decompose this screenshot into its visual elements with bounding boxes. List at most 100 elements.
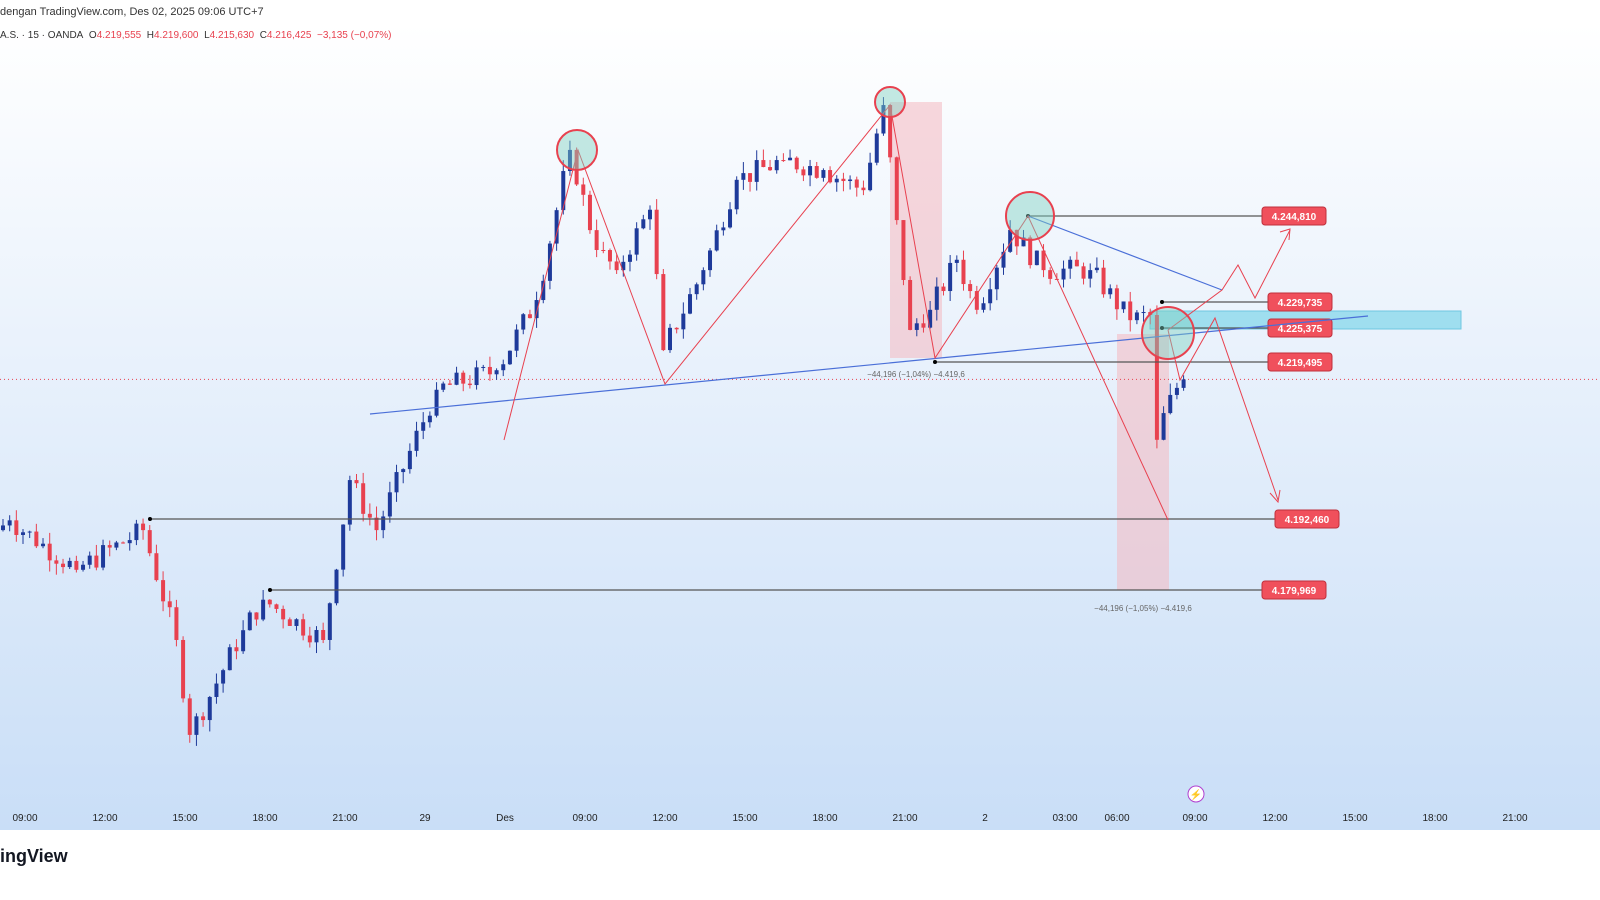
candle [567, 149, 572, 172]
candle [1141, 312, 1146, 314]
candle [47, 543, 52, 561]
candle [928, 309, 933, 328]
x-tick-label: 21:00 [1502, 813, 1527, 824]
candle [334, 569, 339, 604]
candle [7, 520, 12, 526]
x-tick-label: 21:00 [332, 813, 357, 824]
candle [981, 303, 986, 310]
candle [894, 157, 899, 221]
level-anchor [268, 588, 272, 592]
x-tick-label: 18:00 [252, 813, 277, 824]
candle [647, 209, 652, 220]
candle [27, 531, 32, 533]
x-tick-label: 18:00 [812, 813, 837, 824]
candle [221, 670, 226, 684]
candle [587, 194, 592, 231]
candle [994, 267, 999, 290]
candle [214, 683, 219, 697]
candle [1028, 237, 1033, 266]
candle [534, 300, 539, 319]
candle [161, 580, 166, 602]
highlight-circle [1005, 191, 1055, 241]
chart-background [0, 24, 1600, 830]
candle [234, 647, 239, 652]
candle [427, 415, 432, 423]
candle [434, 389, 439, 416]
candle [561, 171, 566, 211]
candle [701, 270, 706, 285]
x-tick-label: 06:00 [1104, 813, 1129, 824]
candle [814, 166, 819, 178]
candle [721, 227, 726, 231]
candle [34, 531, 39, 547]
x-tick-label: 03:00 [1052, 813, 1077, 824]
candle [1008, 229, 1013, 252]
price-label: 4.229,735 [1278, 298, 1323, 309]
candle [294, 619, 299, 626]
candle [81, 564, 86, 570]
candle [1168, 394, 1173, 414]
candle [754, 160, 759, 182]
candle [507, 350, 512, 365]
candle [501, 364, 506, 371]
close-value: 4.216,425 [266, 30, 312, 41]
open-label: O [88, 30, 97, 41]
candle [1074, 259, 1079, 267]
price-label-box [1267, 318, 1333, 338]
candle [261, 599, 266, 620]
candle [914, 323, 919, 330]
candle [868, 162, 873, 191]
candle [901, 220, 906, 280]
candle [621, 261, 626, 271]
candle [421, 422, 426, 431]
x-tick-label: 29 [419, 813, 431, 824]
candle [1021, 237, 1026, 247]
candle [668, 327, 672, 351]
candle [854, 179, 859, 188]
level-anchor [148, 517, 152, 521]
candle [514, 329, 519, 351]
x-tick-label: 15:00 [732, 813, 757, 824]
candle [207, 696, 212, 721]
symbol-label[interactable]: A.S. · 15 · OANDA [0, 30, 84, 41]
candle [387, 492, 392, 517]
candle [581, 184, 586, 195]
candle [761, 160, 766, 168]
x-tick-label: 12:00 [652, 813, 677, 824]
candle [354, 480, 359, 484]
price-chart[interactable]: 4.244,810 4.229,735 4.225,375 4.219,495 4.19… [0, 24, 1600, 830]
x-tick-label: 2 [982, 813, 988, 824]
candle [347, 480, 352, 525]
price-label: 4.179,969 [1272, 586, 1317, 597]
candle [1108, 288, 1113, 295]
low-value: 4.215,630 [209, 30, 255, 41]
candle [841, 178, 846, 182]
candle [94, 555, 99, 568]
bearish-projection-arrow [1167, 316, 1279, 501]
candle [227, 647, 232, 671]
x-tick-label: Des [496, 813, 514, 824]
candle [174, 607, 179, 640]
price-label: 4.192,460 [1285, 515, 1330, 526]
candle [774, 160, 779, 171]
candle [54, 560, 59, 564]
measure-label: −44,196 (−1,04%) −4.419,6 [867, 370, 965, 379]
highlight-circle [1141, 306, 1195, 360]
candle [281, 608, 286, 620]
x-tick-label: 15:00 [1342, 813, 1367, 824]
pattern-zigzag [503, 103, 1169, 521]
candle [407, 450, 412, 470]
candle [61, 563, 66, 568]
candle [694, 284, 699, 295]
candle [961, 259, 966, 285]
ohlc-legend: A.S. · 15 · OANDA O4.219,555 H4.219,600 … [0, 30, 391, 41]
candle [321, 630, 326, 640]
x-tick-label: 18:00 [1422, 813, 1447, 824]
candle [728, 209, 733, 228]
candle [41, 543, 46, 547]
x-tick-label: 12:00 [1262, 813, 1287, 824]
x-tick-label: 15:00 [172, 813, 197, 824]
x-tick-label: 09:00 [1182, 813, 1207, 824]
candle [74, 560, 79, 570]
candle [134, 523, 139, 541]
